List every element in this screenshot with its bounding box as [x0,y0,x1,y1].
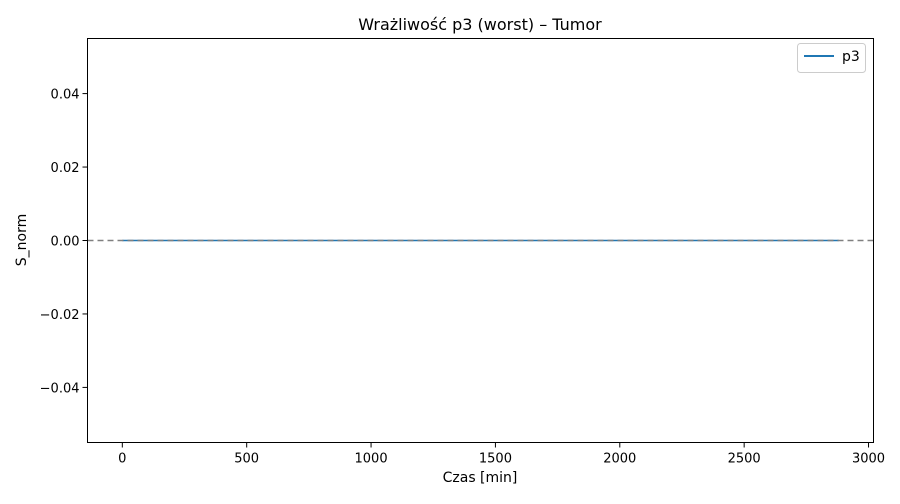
chart-title: Wrażliwość p3 (worst) – Tumor [358,15,602,34]
y-tick-label: 0.02 [51,161,80,176]
x-tick-label: 1500 [479,452,512,467]
x-tick-label: 1000 [355,452,388,467]
x-tick-label: 3000 [852,452,885,467]
x-axis-label: Czas [min] [443,470,518,486]
x-tick-label: 0 [118,452,126,467]
y-tick-label: 0.04 [51,88,80,103]
axis-ticks: 0 500 1000 1500 2000 2500 3000 −0.04 −0.02 0.00 0.… [40,88,885,467]
plot-frame [87,38,874,443]
x-tick-label: 2500 [728,452,761,467]
legend: p3 [797,43,866,73]
y-axis-label: S_norm [14,214,30,266]
x-tick-label: 500 [234,452,259,467]
legend-label-p3: p3 [842,49,860,65]
y-tick-label: 0.00 [51,235,80,250]
y-tick-label: −0.04 [40,381,80,396]
y-tick-label: −0.02 [40,308,80,323]
x-tick-label: 2000 [603,452,636,467]
legend-box [797,43,866,73]
